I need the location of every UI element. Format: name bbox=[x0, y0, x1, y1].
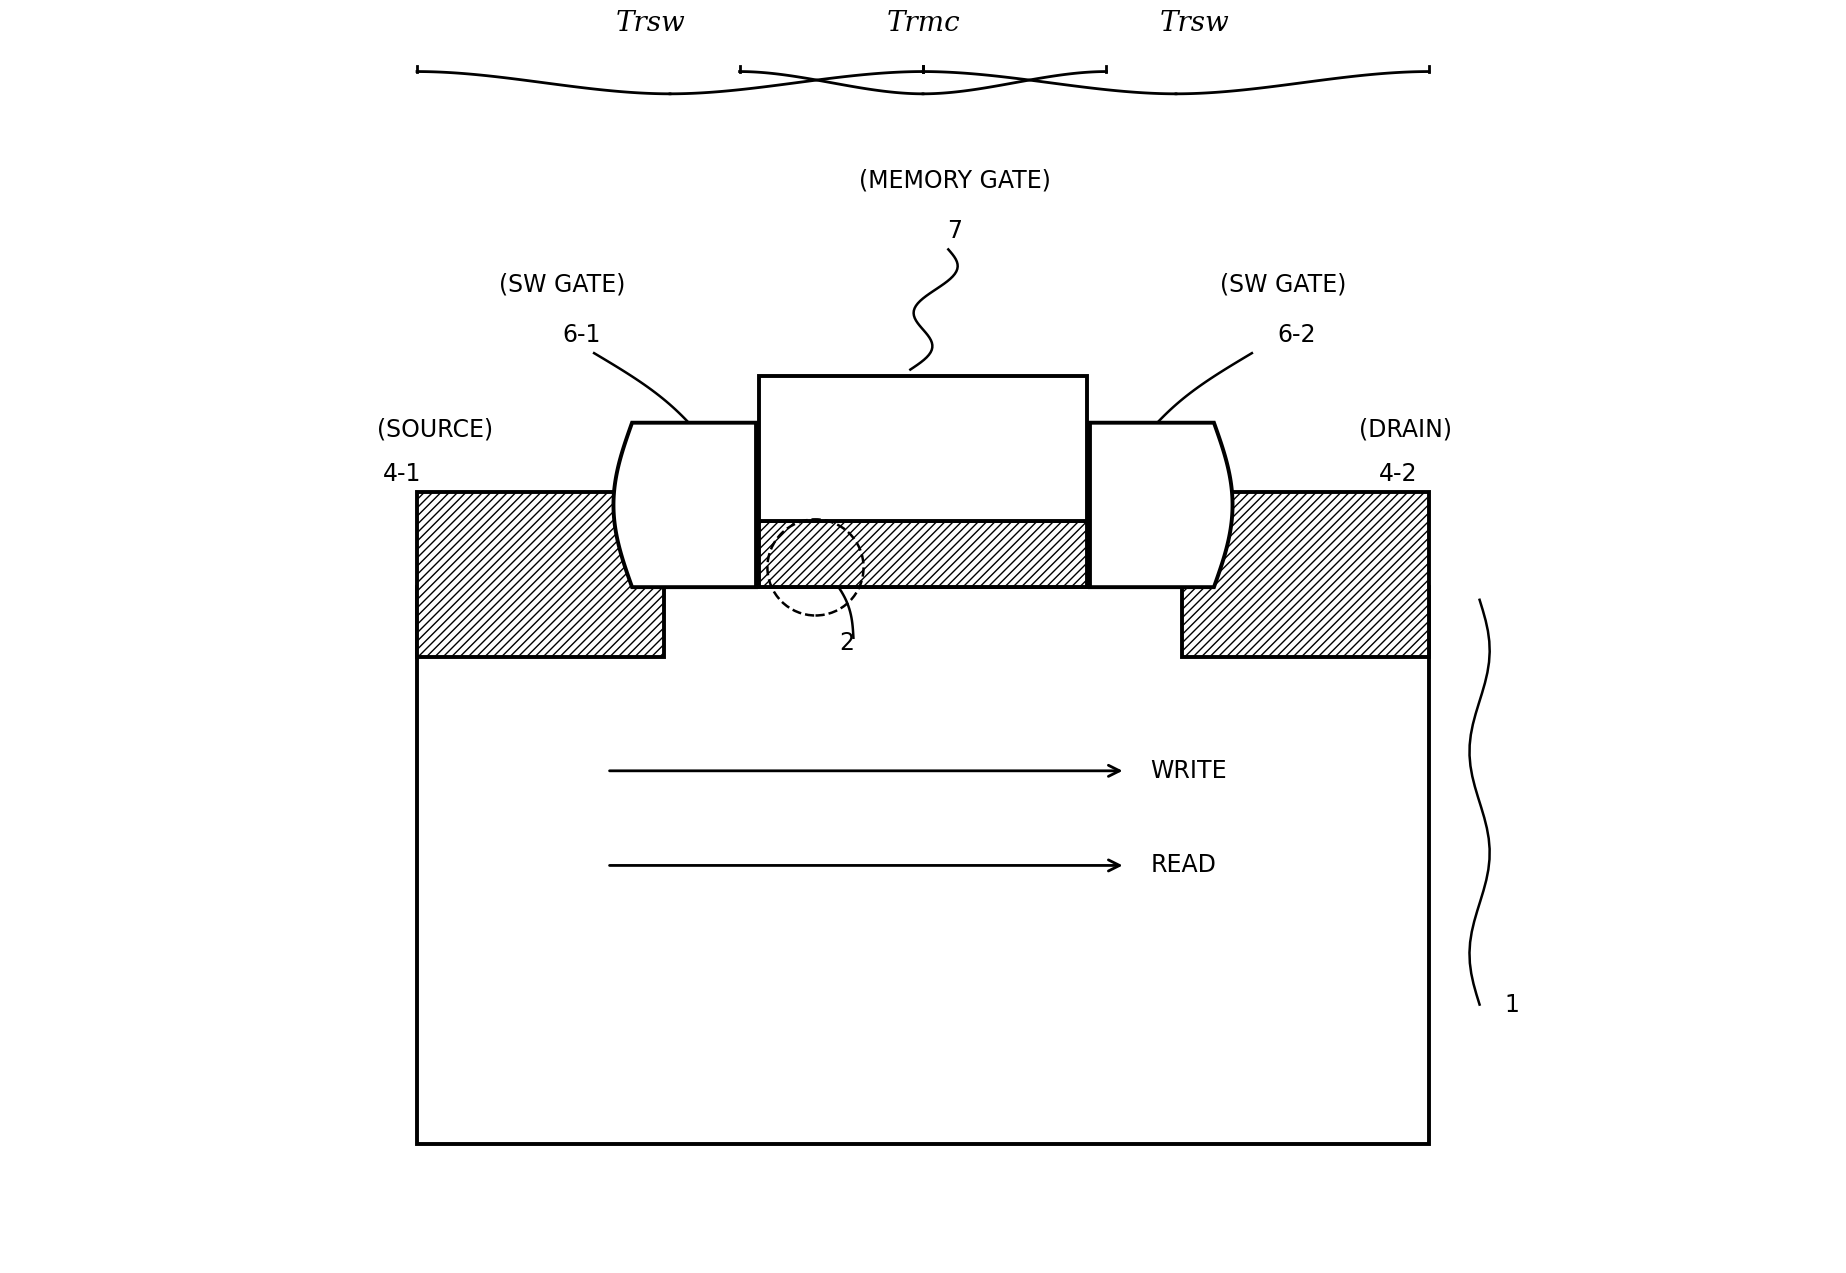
Text: (SW GATE): (SW GATE) bbox=[498, 272, 626, 297]
Text: Trmc: Trmc bbox=[886, 10, 960, 37]
Text: (SW GATE): (SW GATE) bbox=[1220, 272, 1348, 297]
Text: 4-2: 4-2 bbox=[1379, 462, 1418, 486]
Text: Trsw: Trsw bbox=[1159, 10, 1229, 37]
Text: READ: READ bbox=[1150, 853, 1217, 877]
Text: 2: 2 bbox=[840, 631, 855, 656]
Bar bbox=[759, 522, 1087, 587]
Text: Trsw: Trsw bbox=[617, 10, 687, 37]
Polygon shape bbox=[1089, 423, 1233, 587]
Bar bbox=[1181, 493, 1429, 657]
Bar bbox=[759, 376, 1087, 522]
Bar bbox=[417, 493, 665, 657]
Text: 6-1: 6-1 bbox=[563, 323, 600, 346]
Text: (MEMORY GATE): (MEMORY GATE) bbox=[858, 168, 1050, 192]
Text: WRITE: WRITE bbox=[1150, 759, 1228, 783]
Text: (SOURCE): (SOURCE) bbox=[377, 418, 493, 442]
Bar bbox=[417, 587, 1429, 1143]
Text: 1: 1 bbox=[1504, 993, 1519, 1017]
Polygon shape bbox=[613, 423, 757, 587]
Text: 6-2: 6-2 bbox=[1277, 323, 1316, 346]
Text: 7: 7 bbox=[947, 219, 962, 243]
Text: (DRAIN): (DRAIN) bbox=[1359, 418, 1453, 442]
Text: 4-1: 4-1 bbox=[382, 462, 421, 486]
